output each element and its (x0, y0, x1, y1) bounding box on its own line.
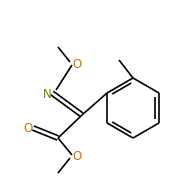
Text: O: O (23, 122, 33, 134)
Text: O: O (72, 58, 82, 70)
Text: O: O (72, 149, 82, 162)
Text: N: N (43, 88, 51, 100)
